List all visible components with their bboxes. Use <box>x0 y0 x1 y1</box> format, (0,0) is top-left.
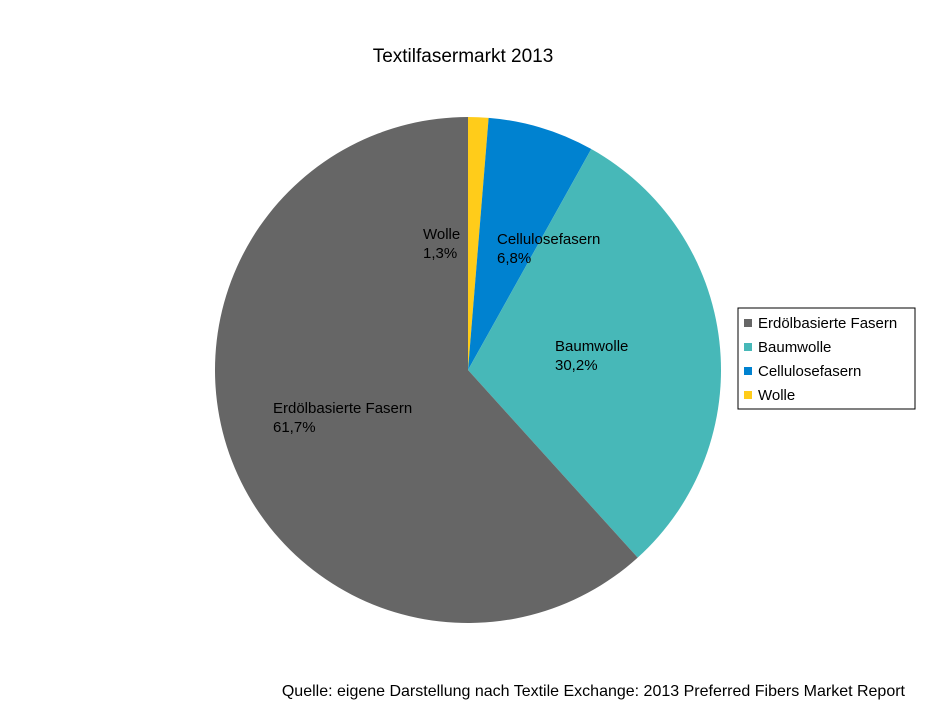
slice-label-value: 61,7% <box>273 419 316 436</box>
legend-swatch <box>744 367 752 375</box>
legend-label: Baumwolle <box>758 339 831 356</box>
source-note: Quelle: eigene Darstellung nach Textile … <box>282 683 906 700</box>
pie-slice-cellulosefasern <box>468 117 592 370</box>
legend-label: Wolle <box>758 387 795 404</box>
pie-slice-erd-lbasierte-fasern <box>214 116 638 624</box>
slice-label-name: Wolle <box>423 226 460 243</box>
slice-label-value: 30,2% <box>555 357 598 374</box>
slice-label-name: Erdölbasierte Fasern <box>273 400 412 417</box>
slice-label-name: Baumwolle <box>555 338 628 355</box>
legend: Erdölbasierte Fasern Baumwolle Cellulosefa… <box>737 307 916 410</box>
legend-swatch <box>744 319 752 327</box>
slice-label-value: 6,8% <box>497 250 531 267</box>
legend-swatch <box>744 343 752 351</box>
slice-label-value: 1,3% <box>423 245 457 262</box>
slice-label-name: Cellulosefasern <box>497 231 600 248</box>
pie-slice-baumwolle <box>468 149 721 558</box>
pie-slice-wolle <box>468 116 489 370</box>
pie-slices <box>214 116 721 624</box>
legend-label: Cellulosefasern <box>758 363 861 380</box>
legend-swatch <box>744 391 752 399</box>
legend-items: Erdölbasierte Fasern Baumwolle Cellulosefa… <box>744 315 897 404</box>
chart-title: Textilfasermarkt 2013 <box>373 46 554 67</box>
legend-label: Erdölbasierte Fasern <box>758 315 897 332</box>
legend-frame <box>737 307 916 410</box>
pie-slice-labels: Wolle 1,3% Cellulosefasern 6,8% Baumwolle 30,… <box>273 226 628 436</box>
